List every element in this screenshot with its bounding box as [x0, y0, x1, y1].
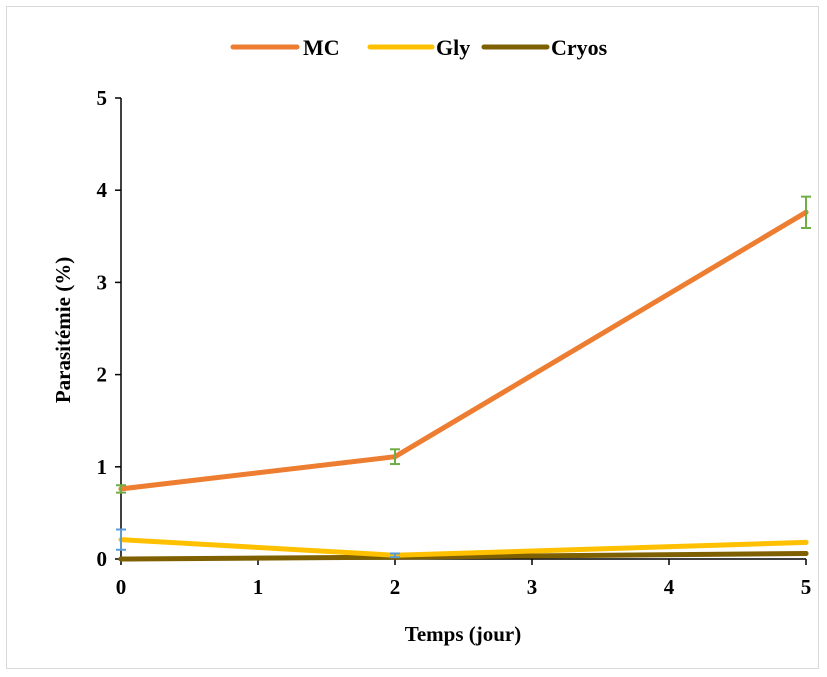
y-tick-label: 1 [97, 455, 108, 479]
error-bar [801, 195, 811, 230]
error-bar [116, 528, 126, 551]
data-point [118, 556, 124, 562]
legend-item-cryos: Cryos [481, 35, 608, 60]
y-tick-label: 4 [97, 178, 108, 202]
series-gly [116, 528, 809, 559]
x-tick-label: 0 [116, 575, 127, 599]
y-tick-label: 3 [97, 270, 108, 294]
legend-item-gly: Gly [367, 35, 470, 60]
legend-label: Gly [436, 35, 470, 60]
chart-series [116, 195, 811, 562]
chart-legend: MC Gly Cryos [230, 35, 608, 60]
x-tick-label: 1 [253, 575, 264, 599]
x-tick-label: 4 [664, 575, 675, 599]
y-tick-label: 5 [97, 86, 108, 110]
y-tick-label: 2 [97, 363, 108, 387]
y-tick-label: 0 [97, 547, 108, 571]
error-bar [390, 552, 400, 559]
series-line-mc [118, 209, 809, 492]
data-point [803, 550, 809, 556]
data-point [803, 539, 809, 545]
x-tick-label: 5 [801, 575, 812, 599]
error-bar [390, 448, 400, 466]
legend-label: MC [303, 35, 340, 60]
x-tick-label: 2 [390, 575, 401, 599]
chart-axes: 0 1 2 3 4 5 0 1 2 3 4 5 [97, 86, 812, 599]
y-axis-label: Parasitémie (%) [51, 257, 75, 403]
series-mc [116, 195, 811, 494]
legend-label: Cryos [551, 35, 608, 60]
error-bar [116, 484, 126, 494]
legend-item-mc: MC [230, 35, 340, 60]
x-tick-label: 3 [527, 575, 538, 599]
x-axis-label: Temps (jour) [405, 622, 521, 646]
